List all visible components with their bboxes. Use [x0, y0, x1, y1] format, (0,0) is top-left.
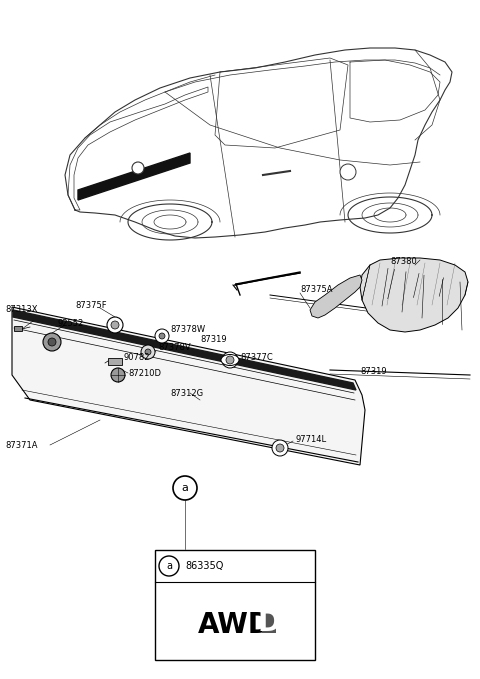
Text: 87210D: 87210D: [128, 369, 161, 378]
Circle shape: [340, 164, 356, 180]
Circle shape: [272, 440, 288, 456]
Text: 90782: 90782: [124, 354, 151, 363]
Circle shape: [155, 329, 169, 343]
FancyBboxPatch shape: [14, 326, 22, 331]
Ellipse shape: [221, 354, 239, 365]
Polygon shape: [12, 307, 365, 465]
Circle shape: [132, 162, 144, 174]
Circle shape: [222, 352, 238, 368]
Text: 87319: 87319: [200, 335, 227, 344]
Text: 86335Q: 86335Q: [185, 561, 223, 571]
Text: 97714L: 97714L: [295, 435, 326, 445]
Circle shape: [145, 349, 151, 355]
Circle shape: [111, 368, 125, 382]
Text: 87378V: 87378V: [158, 344, 191, 352]
Circle shape: [107, 317, 123, 333]
Text: 87380: 87380: [390, 257, 417, 266]
Text: D: D: [257, 609, 280, 637]
Circle shape: [226, 356, 234, 364]
Text: AWD: AWD: [198, 611, 272, 639]
Text: 87378W: 87378W: [170, 325, 205, 335]
Circle shape: [159, 556, 179, 576]
Text: 87371A: 87371A: [5, 441, 37, 449]
Circle shape: [111, 321, 119, 329]
Polygon shape: [13, 310, 356, 390]
Circle shape: [276, 444, 284, 452]
Text: 87319: 87319: [360, 367, 386, 376]
Circle shape: [173, 476, 197, 500]
Polygon shape: [360, 258, 468, 332]
FancyBboxPatch shape: [262, 613, 276, 633]
Circle shape: [48, 338, 56, 346]
Circle shape: [159, 333, 165, 339]
Polygon shape: [78, 153, 190, 200]
Circle shape: [141, 345, 155, 359]
Text: 92552: 92552: [57, 318, 83, 327]
Text: a: a: [181, 483, 189, 493]
FancyBboxPatch shape: [155, 550, 315, 660]
Text: 87313X: 87313X: [5, 306, 37, 314]
FancyBboxPatch shape: [108, 358, 122, 365]
Text: a: a: [166, 561, 172, 571]
Circle shape: [43, 333, 61, 351]
Polygon shape: [310, 275, 362, 318]
Text: 87377C: 87377C: [240, 354, 273, 363]
Text: 87312G: 87312G: [170, 388, 203, 397]
Text: 87375F: 87375F: [75, 301, 107, 310]
Text: 87375A: 87375A: [300, 285, 333, 295]
